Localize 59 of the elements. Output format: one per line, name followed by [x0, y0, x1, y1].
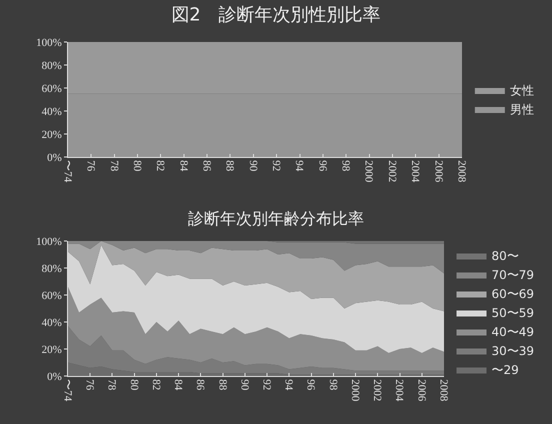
x-tick-label: 〜74: [61, 160, 74, 183]
x-tick-label: 2000: [348, 379, 361, 402]
x-tick-label: 2002: [371, 379, 384, 402]
y-tick-label: 0%: [47, 370, 62, 383]
x-tick-label: 80: [130, 160, 143, 172]
y-tick-label: 20%: [42, 344, 62, 356]
legend-label: 女性: [510, 84, 534, 98]
x-tick-label: 94: [282, 379, 295, 391]
x-tick-label: 86: [194, 379, 206, 391]
x-tick-label: 84: [172, 379, 184, 391]
y-tick-label: 0%: [47, 152, 62, 164]
x-tick-label: 2004: [409, 160, 422, 183]
x-tick-label: 88: [224, 160, 236, 172]
x-tick-label: 88: [216, 379, 228, 391]
x-tick-label: 2006: [432, 160, 444, 183]
x-tick-label: 82: [150, 379, 162, 390]
x-tick-label: 2000: [362, 160, 375, 183]
y-tick-label: 20%: [42, 128, 62, 141]
x-tick-label: 98: [340, 160, 352, 172]
legend-label: 60〜69: [492, 287, 534, 302]
x-tick-label: 76: [84, 160, 97, 172]
legend-label: 30〜39: [492, 344, 534, 358]
legend-label: 40〜49: [492, 325, 534, 340]
chart-title: 診断年次別年齢分布比率: [188, 209, 364, 228]
x-tick-label: 76: [84, 379, 96, 391]
x-tick-label: 98: [326, 379, 339, 391]
x-tick-label: 92: [270, 160, 282, 172]
legend-label: 50〜59: [492, 306, 534, 320]
x-tick-label: 90: [246, 160, 259, 172]
x-tick-label: 2002: [386, 160, 398, 182]
y-tick-label: 100%: [36, 236, 62, 248]
legend-label: 男性: [510, 102, 534, 117]
x-tick-label: 2008: [455, 160, 468, 183]
x-tick-label: 2004: [393, 379, 406, 402]
y-tick-label: 80%: [42, 60, 62, 72]
legend-label: 〜29: [492, 363, 519, 378]
y-tick-label: 60%: [42, 82, 62, 95]
x-tick-label: 2006: [415, 379, 428, 402]
x-tick-label: 78: [106, 379, 118, 391]
x-tick-label: 86: [200, 160, 212, 172]
y-tick-label: 80%: [42, 262, 62, 275]
x-tick-label: 84: [177, 160, 190, 172]
x-tick-label: 94: [293, 160, 306, 172]
legend-label: 70〜79: [492, 268, 534, 282]
legend-label: 80〜: [492, 249, 519, 264]
x-tick-label: 90: [238, 379, 250, 391]
y-tick-label: 40%: [42, 316, 62, 329]
x-tick-label: 96: [316, 160, 328, 172]
x-tick-label: 92: [260, 379, 272, 390]
x-tick-label: 80: [128, 379, 140, 391]
x-tick-label: 〜74: [61, 379, 74, 402]
y-tick-label: 40%: [42, 106, 62, 118]
x-tick-label: 82: [154, 160, 166, 172]
x-tick-label: 78: [108, 160, 120, 172]
x-tick-label: 96: [304, 379, 317, 391]
chart-title: 図2 診断年次別性別比率: [171, 4, 381, 26]
y-tick-label: 100%: [36, 36, 62, 49]
x-tick-label: 2008: [437, 379, 450, 402]
y-tick-label: 60%: [42, 290, 62, 302]
